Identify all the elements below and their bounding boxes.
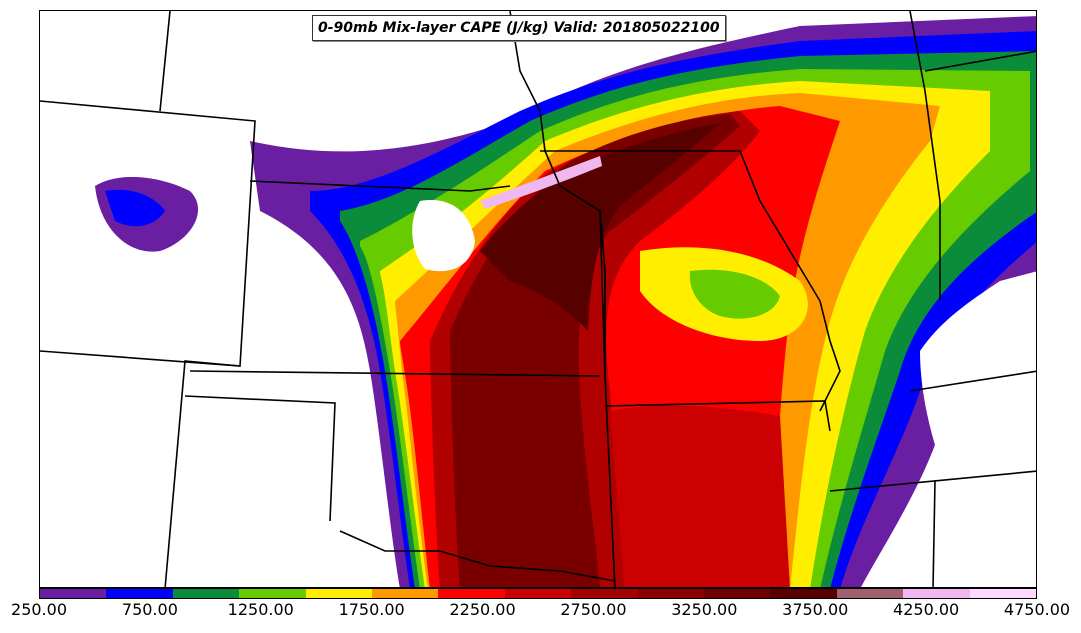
cape-band-lightgreen-core xyxy=(689,269,780,319)
colorbar-tick-labels: 250.00 750.00 1250.00 1750.00 2250.00 2750.00… xyxy=(0,600,1081,624)
colorbar-segment xyxy=(372,589,439,598)
cape-field-map xyxy=(40,11,1036,587)
colorbar-tick-label: 2750.00 xyxy=(560,600,627,619)
colorbar-segment xyxy=(504,589,572,598)
cape-band-pink xyxy=(480,156,602,209)
colorbar-segment xyxy=(438,589,505,598)
colorbar-segment xyxy=(40,589,107,598)
white-clearing xyxy=(412,200,475,272)
map-panel xyxy=(39,10,1037,588)
colorbar-segment xyxy=(770,589,837,598)
colorbar-segment xyxy=(969,589,1037,598)
cape-band-blue-west xyxy=(105,189,165,227)
colorbar-tick-label: 4250.00 xyxy=(893,600,960,619)
colorbar-segment xyxy=(571,589,638,598)
colorbar-segment xyxy=(305,589,373,598)
colorbar-segment xyxy=(704,589,771,598)
colorbar-segment xyxy=(903,589,970,598)
colorbar-tick-label: 750.00 xyxy=(121,600,178,619)
colorbar-tick-label: 1250.00 xyxy=(227,600,294,619)
cape-shading xyxy=(95,16,1036,587)
map-title: 0-90mb Mix-layer CAPE (J/kg) Valid: 2018… xyxy=(312,15,726,41)
colorbar-segment xyxy=(836,589,904,598)
white-clearing-east xyxy=(920,271,1036,461)
colorbar-tick-label: 250.00 xyxy=(11,600,67,619)
colorbar-segment xyxy=(637,589,705,598)
colorbar-segment xyxy=(106,589,173,598)
colorbar-tick-label: 4750.00 xyxy=(1003,600,1071,619)
colorbar-segment xyxy=(172,589,240,598)
colorbar-segment xyxy=(239,589,306,598)
colorbar xyxy=(39,588,1037,599)
cape-band-red-south xyxy=(610,405,790,587)
colorbar-tick-label: 1750.00 xyxy=(338,600,405,619)
colorbar-tick-label: 2250.00 xyxy=(449,600,516,619)
state-borders xyxy=(40,11,1036,587)
colorbar-tick-label: 3750.00 xyxy=(782,600,849,619)
colorbar-tick-label: 3250.00 xyxy=(671,600,738,619)
